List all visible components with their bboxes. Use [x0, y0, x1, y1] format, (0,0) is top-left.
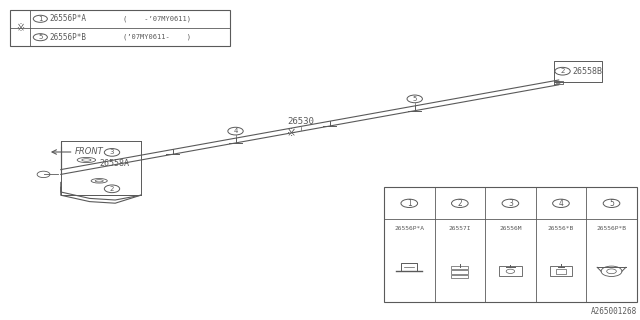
Circle shape: [451, 199, 468, 207]
Ellipse shape: [91, 179, 108, 183]
Text: 4: 4: [559, 199, 563, 208]
Text: 26556*B: 26556*B: [548, 226, 574, 231]
Circle shape: [502, 199, 519, 207]
Text: 2: 2: [110, 186, 114, 192]
Text: FRONT: FRONT: [75, 148, 104, 156]
Text: A265001268: A265001268: [591, 307, 637, 316]
Text: ※: ※: [16, 23, 24, 33]
Circle shape: [552, 199, 570, 207]
Circle shape: [228, 127, 243, 135]
Text: 5: 5: [609, 199, 614, 208]
Circle shape: [555, 67, 570, 75]
Bar: [10, 10, 230, 46]
Ellipse shape: [82, 159, 91, 161]
Circle shape: [556, 81, 561, 84]
Text: (    -’07MY0611): ( -’07MY0611): [123, 16, 191, 22]
Circle shape: [104, 148, 120, 156]
Text: 5: 5: [413, 96, 417, 102]
Bar: [451, 270, 468, 274]
Circle shape: [607, 269, 616, 274]
Text: 5: 5: [38, 34, 42, 40]
Bar: [384, 187, 637, 302]
Bar: [451, 266, 468, 269]
FancyBboxPatch shape: [499, 267, 522, 276]
Text: 3: 3: [508, 199, 513, 208]
Text: 4: 4: [234, 128, 237, 134]
Circle shape: [401, 199, 417, 207]
Circle shape: [601, 266, 622, 276]
Circle shape: [506, 269, 515, 273]
Text: ※: ※: [287, 128, 296, 138]
Circle shape: [104, 185, 120, 193]
Circle shape: [33, 15, 47, 22]
Text: 2: 2: [561, 68, 564, 74]
Circle shape: [37, 171, 50, 178]
FancyBboxPatch shape: [550, 267, 572, 276]
Text: 26558A: 26558A: [99, 159, 129, 168]
Text: 26556P*B: 26556P*B: [50, 33, 87, 42]
Text: 26556P*B: 26556P*B: [596, 226, 627, 231]
Circle shape: [407, 95, 422, 103]
Text: 26556P*A: 26556P*A: [394, 226, 424, 231]
Bar: [451, 275, 468, 278]
Circle shape: [603, 199, 620, 207]
Ellipse shape: [95, 180, 103, 182]
Text: 26530: 26530: [287, 117, 314, 126]
Text: 1: 1: [407, 199, 412, 208]
Circle shape: [33, 34, 47, 41]
Ellipse shape: [77, 157, 95, 163]
Text: 2: 2: [458, 199, 462, 208]
Text: 1: 1: [38, 16, 43, 22]
Text: 26556M: 26556M: [499, 226, 522, 231]
Text: 26556P*A: 26556P*A: [50, 14, 87, 23]
Text: (’07MY0611-    ): (’07MY0611- ): [123, 34, 191, 40]
Text: 26557I: 26557I: [449, 226, 471, 231]
Bar: [556, 269, 566, 274]
Text: 3: 3: [109, 149, 115, 156]
Text: 26558B: 26558B: [573, 67, 603, 76]
